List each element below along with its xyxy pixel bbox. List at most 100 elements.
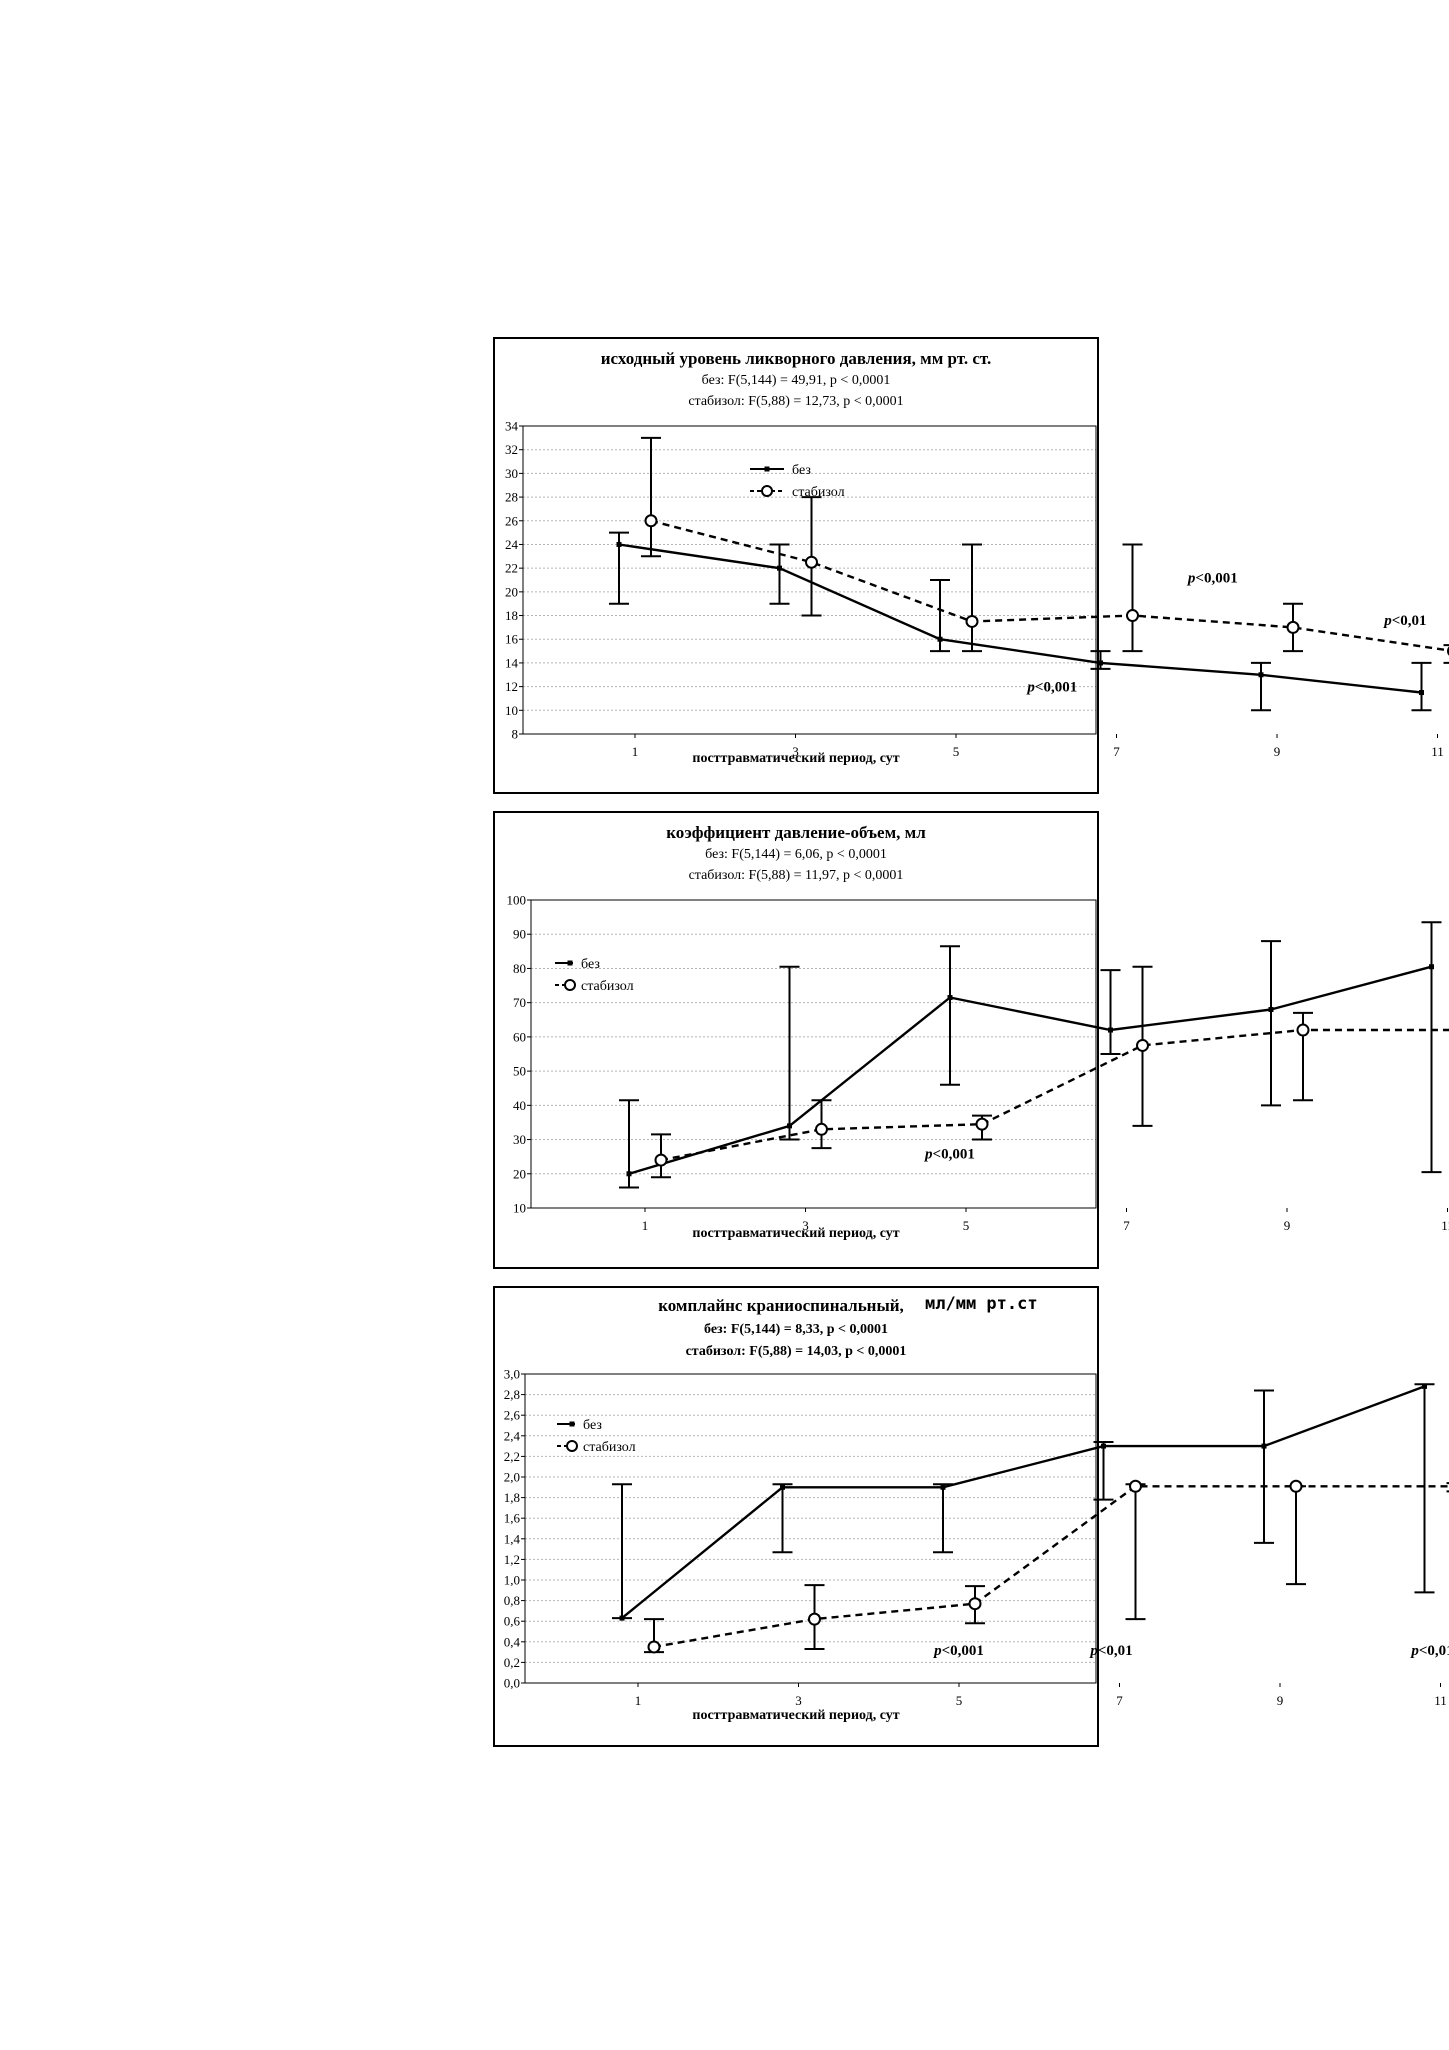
x-tick-label: 1 xyxy=(632,744,639,759)
chart-1-plot: 8 10 12 14 16 18 20 22 24 26 28 30 32 34 1 3 5 7 9 11 посттр… xyxy=(505,419,1449,766)
y-tick-label: 20 xyxy=(505,584,518,599)
legend-swatch-marker xyxy=(569,1421,575,1427)
chart-panel-3: комплайнс краниоспинальный, мл/мм рт.ст … xyxy=(493,1286,1449,1747)
chart-2-stat-2: стабизол: F(5,88) = 11,97, p < 0,0001 xyxy=(688,868,904,883)
series-bez-point xyxy=(947,995,953,1001)
series-stabizol-point xyxy=(805,555,818,569)
y-tick-label: 18 xyxy=(505,608,518,623)
y-tick-label: 0,2 xyxy=(504,1655,520,1670)
x-tick-label: 9 xyxy=(1284,1218,1291,1233)
chart-1-stat-1: без: F(5,144) = 49,91, p < 0,0001 xyxy=(701,373,891,388)
legend-swatch-marker xyxy=(564,979,576,991)
x-tick-label: 1 xyxy=(635,1693,642,1708)
series-bez-point xyxy=(1101,1443,1106,1449)
x-tick-label: 9 xyxy=(1274,744,1281,759)
x-tick-label: 5 xyxy=(956,1693,963,1708)
series-bez-point xyxy=(780,1484,785,1490)
x-tick-label: 5 xyxy=(953,744,960,759)
x-tick-label: 9 xyxy=(1277,1693,1284,1708)
legend-swatch-marker xyxy=(761,485,773,497)
series-stabizol-point xyxy=(815,1122,828,1136)
y-tick-label: 0,0 xyxy=(504,1676,520,1691)
x-tick-label: 7 xyxy=(1113,744,1120,759)
series-bez-line xyxy=(628,965,1432,1175)
y-tick-label: 70 xyxy=(513,995,526,1010)
chart-3-unit-label: мл/мм рт.ст xyxy=(925,1294,1038,1314)
series-bez-point xyxy=(777,565,782,571)
y-tick-label: 1,4 xyxy=(504,1531,521,1546)
legend-label: без xyxy=(792,463,811,478)
annotation-p-value: p<0,001 xyxy=(923,1146,975,1162)
series-bez-point xyxy=(1429,964,1434,970)
series-stabizol-point xyxy=(808,1612,821,1626)
series-stabizol-line xyxy=(650,519,1449,652)
series-bez-point xyxy=(787,1123,792,1129)
series-stabizol-point xyxy=(1136,1038,1149,1052)
series-bez-point xyxy=(937,636,943,642)
series-bez-point xyxy=(940,1484,946,1490)
y-tick-label: 1,0 xyxy=(504,1573,520,1588)
series-stabizol-line xyxy=(660,1028,1449,1162)
x-tick-label: 11 xyxy=(1434,1693,1447,1708)
legend-label: стабизол xyxy=(581,979,634,994)
y-tick-label: 3,0 xyxy=(504,1367,520,1382)
y-tick-label: 2,4 xyxy=(504,1428,521,1443)
legend-swatch-marker xyxy=(566,1440,578,1452)
y-tick-label: 1,8 xyxy=(504,1490,520,1505)
y-tick-label: 28 xyxy=(505,490,518,505)
series-bez-point xyxy=(1268,1007,1274,1013)
y-tick-label: 0,4 xyxy=(504,1634,521,1649)
y-tick-label: 60 xyxy=(513,1029,526,1044)
chart-3-stat-2: стабизол: F(5,88) = 14,03, p < 0,0001 xyxy=(685,1344,907,1359)
series-stabizol-point xyxy=(1286,620,1300,634)
annotation-p-value: p<0,01 xyxy=(1409,1643,1449,1659)
y-tick-label: 2,0 xyxy=(504,1470,520,1485)
y-tick-label: 50 xyxy=(513,1064,526,1079)
series-bez-point xyxy=(1422,1383,1427,1389)
chart-panel-2: коэффициент давление-объем, мл без: F(5,… xyxy=(493,811,1449,1269)
y-tick-label: 2,6 xyxy=(504,1408,521,1423)
series-stabizol-point xyxy=(654,1153,668,1167)
plot-frame xyxy=(524,1373,1097,1684)
y-tick-label: 80 xyxy=(513,961,526,976)
y-tick-label: 14 xyxy=(505,655,519,670)
x-tick-label: 3 xyxy=(792,744,799,759)
y-tick-label: 2,2 xyxy=(504,1449,520,1464)
plot-frame xyxy=(522,425,1097,735)
legend-label: стабизол xyxy=(583,1440,636,1455)
y-tick-label: 10 xyxy=(513,1201,526,1216)
y-tick-label: 22 xyxy=(505,561,518,576)
series-bez-point xyxy=(619,1615,625,1621)
series-bez-line xyxy=(618,543,1422,694)
y-tick-label: 8 xyxy=(512,727,519,742)
x-axis-label: посттравматический период, сут xyxy=(692,1226,899,1241)
y-tick-label: 1,2 xyxy=(504,1552,520,1567)
series-bez-point xyxy=(616,541,622,547)
legend-swatch-marker xyxy=(764,466,770,472)
series-stabizol-point xyxy=(965,614,979,628)
series-stabizol-point xyxy=(1289,1479,1303,1493)
series-stabizol-point xyxy=(647,1640,661,1654)
y-tick-label: 12 xyxy=(505,679,518,694)
y-tick-label: 34 xyxy=(505,419,519,434)
chart-panel-1: исходный уровень ликворного давления, мм… xyxy=(493,337,1449,794)
y-tick-label: 0,8 xyxy=(504,1593,520,1608)
y-tick-label: 32 xyxy=(505,442,518,457)
y-tick-label: 26 xyxy=(505,513,519,528)
y-tick-label: 2,8 xyxy=(504,1387,520,1402)
y-tick-label: 100 xyxy=(507,893,527,908)
annotation-p-value: p<0,001 xyxy=(1025,679,1077,695)
x-tick-label: 11 xyxy=(1431,744,1444,759)
series-stabizol-point xyxy=(1129,1479,1142,1493)
series-stabizol-point xyxy=(1296,1023,1310,1037)
x-tick-label: 5 xyxy=(963,1218,970,1233)
y-tick-label: 40 xyxy=(513,1098,526,1113)
annotation-p-value: p<0,001 xyxy=(1186,570,1238,586)
series-bez-point xyxy=(1108,1027,1113,1033)
series-bez-point xyxy=(1098,660,1103,666)
series-stabizol-line xyxy=(653,1485,1449,1649)
legend-swatch-marker xyxy=(567,960,573,966)
x-tick-label: 7 xyxy=(1123,1218,1130,1233)
x-tick-label: 3 xyxy=(802,1218,809,1233)
y-tick-label: 1,6 xyxy=(504,1511,521,1526)
